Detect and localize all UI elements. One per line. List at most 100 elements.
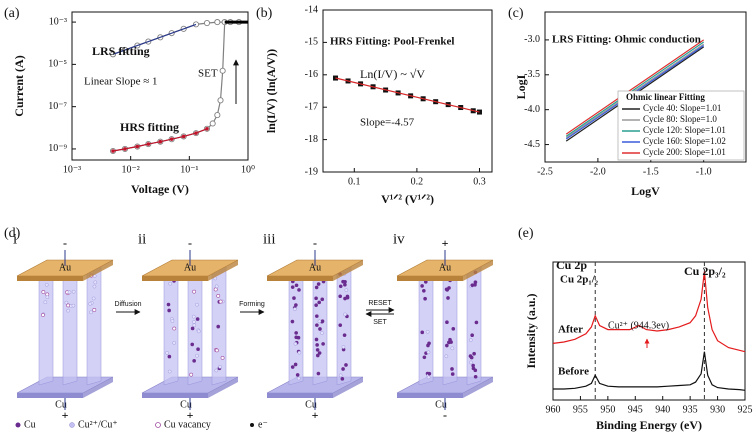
cu-atom (216, 324, 221, 329)
axis-box (544, 11, 747, 163)
x-tick-label: 935 (683, 404, 698, 415)
x-axis-label: V¹ᐟ² (V¹ᐟ²) (381, 192, 434, 206)
cu-ion (88, 302, 92, 306)
legend-entry: Cu (24, 419, 36, 430)
cu-ion (450, 346, 455, 351)
plate-edge (267, 393, 333, 398)
plate-edge (17, 276, 83, 281)
cu-atom (315, 323, 319, 327)
x-tick-label: 940 (655, 404, 670, 415)
cu-atom (447, 340, 451, 345)
panel-label: (d) (4, 226, 21, 241)
cu-atom (315, 343, 319, 347)
y-tick-label: -19 (305, 166, 318, 177)
cu-atom (316, 371, 321, 376)
cu-ion (214, 284, 219, 289)
cu-atom (445, 320, 449, 325)
transition-label: Diffusion (114, 301, 141, 308)
cu-atom (167, 354, 172, 359)
cu-atom (295, 373, 300, 377)
x-tick-label: -1.5 (643, 166, 659, 177)
cu-ion (66, 308, 70, 313)
legend-entry: Cycle 40: Slope=1.01 (643, 103, 721, 113)
y-axis-label: Current (A) (12, 55, 26, 116)
x-tick-label: 0.1 (348, 176, 361, 187)
cu-ion (341, 345, 346, 349)
cu-ion (426, 350, 431, 355)
top-polarity: + (442, 236, 449, 250)
panel-label: (b) (256, 6, 273, 21)
x-tick-label: 10⁻³ (63, 164, 81, 175)
x-tick-label: 925 (738, 404, 753, 415)
series-label: Before (558, 366, 589, 378)
cu-atom (167, 308, 171, 313)
panel-label: (c) (508, 6, 524, 21)
data-point (219, 67, 226, 74)
x-tick-label: 10⁰ (241, 164, 255, 175)
bottom-polarity: + (62, 408, 69, 422)
cu-atom (294, 331, 298, 335)
pillar (38, 263, 54, 386)
x-tick-label: 0.3 (473, 176, 486, 187)
cu-ion (71, 303, 76, 308)
plate-edge (397, 276, 463, 281)
cu-ion (214, 368, 219, 373)
top-electrode-label: Au (184, 262, 196, 273)
legend-icon (69, 422, 75, 428)
series-line (565, 41, 705, 137)
annotation: HRS fitting (120, 120, 179, 134)
legend-box (617, 90, 745, 161)
plate-side (208, 377, 238, 398)
cu-atom (315, 353, 320, 358)
cu-atom (422, 288, 426, 293)
legend-icon (155, 422, 161, 428)
y-tick-label: 10⁻⁷ (48, 101, 67, 112)
cu-vacancy (172, 326, 177, 331)
x-axis-label: Voltage (V) (131, 182, 189, 196)
y-tick-label: 10⁻⁹ (48, 143, 67, 154)
panel-label: (e) (518, 226, 534, 241)
series-label: After (558, 324, 583, 336)
data-point (146, 142, 151, 146)
cu-atom (345, 295, 350, 300)
cu-ion (195, 302, 199, 307)
plate-side (83, 377, 113, 398)
cu-atom (450, 372, 455, 376)
cu-atom (297, 288, 301, 292)
top-polarity: - (63, 236, 67, 250)
legend-entry: Cycle 80: Slope=1.0 (643, 114, 717, 124)
annotation: Cu 2p (556, 258, 587, 272)
cu-atom (469, 355, 474, 360)
cu-atom (338, 323, 343, 327)
cu-atom (292, 296, 296, 300)
legend-icon (250, 423, 254, 427)
cu-atom (294, 303, 298, 307)
cu-atom (344, 363, 348, 367)
cu-atom (316, 282, 321, 286)
y-tick-label: -3.5 (524, 69, 540, 80)
cu-atom (342, 333, 347, 337)
cu-atom (422, 355, 427, 360)
cu-vacancy (189, 372, 194, 377)
cu-atom (314, 285, 319, 290)
transition-label: Forming (239, 301, 265, 308)
cu-atom (296, 335, 301, 340)
cu-atom (423, 280, 428, 284)
bottom-electrode-label: Cu (180, 399, 192, 410)
cu-vacancy (216, 293, 221, 298)
legend-title: Ohmic linear Fitting (626, 92, 705, 102)
plate-side (333, 260, 363, 281)
cu-atom (290, 285, 295, 289)
stage-numeral: i (13, 231, 17, 247)
cu-atom (317, 300, 321, 305)
cu-ion (168, 281, 173, 286)
top-polarity: - (313, 236, 317, 250)
data-point (214, 19, 221, 26)
annotation: Cu 2p₃/₂ (684, 264, 726, 278)
cu-atom (315, 348, 320, 352)
cu-atom (314, 296, 318, 301)
x-tick-label: 10⁻² (122, 164, 140, 175)
stage-numeral: iv (393, 231, 405, 247)
cu-atom (294, 283, 299, 288)
cu-ion (43, 300, 48, 305)
